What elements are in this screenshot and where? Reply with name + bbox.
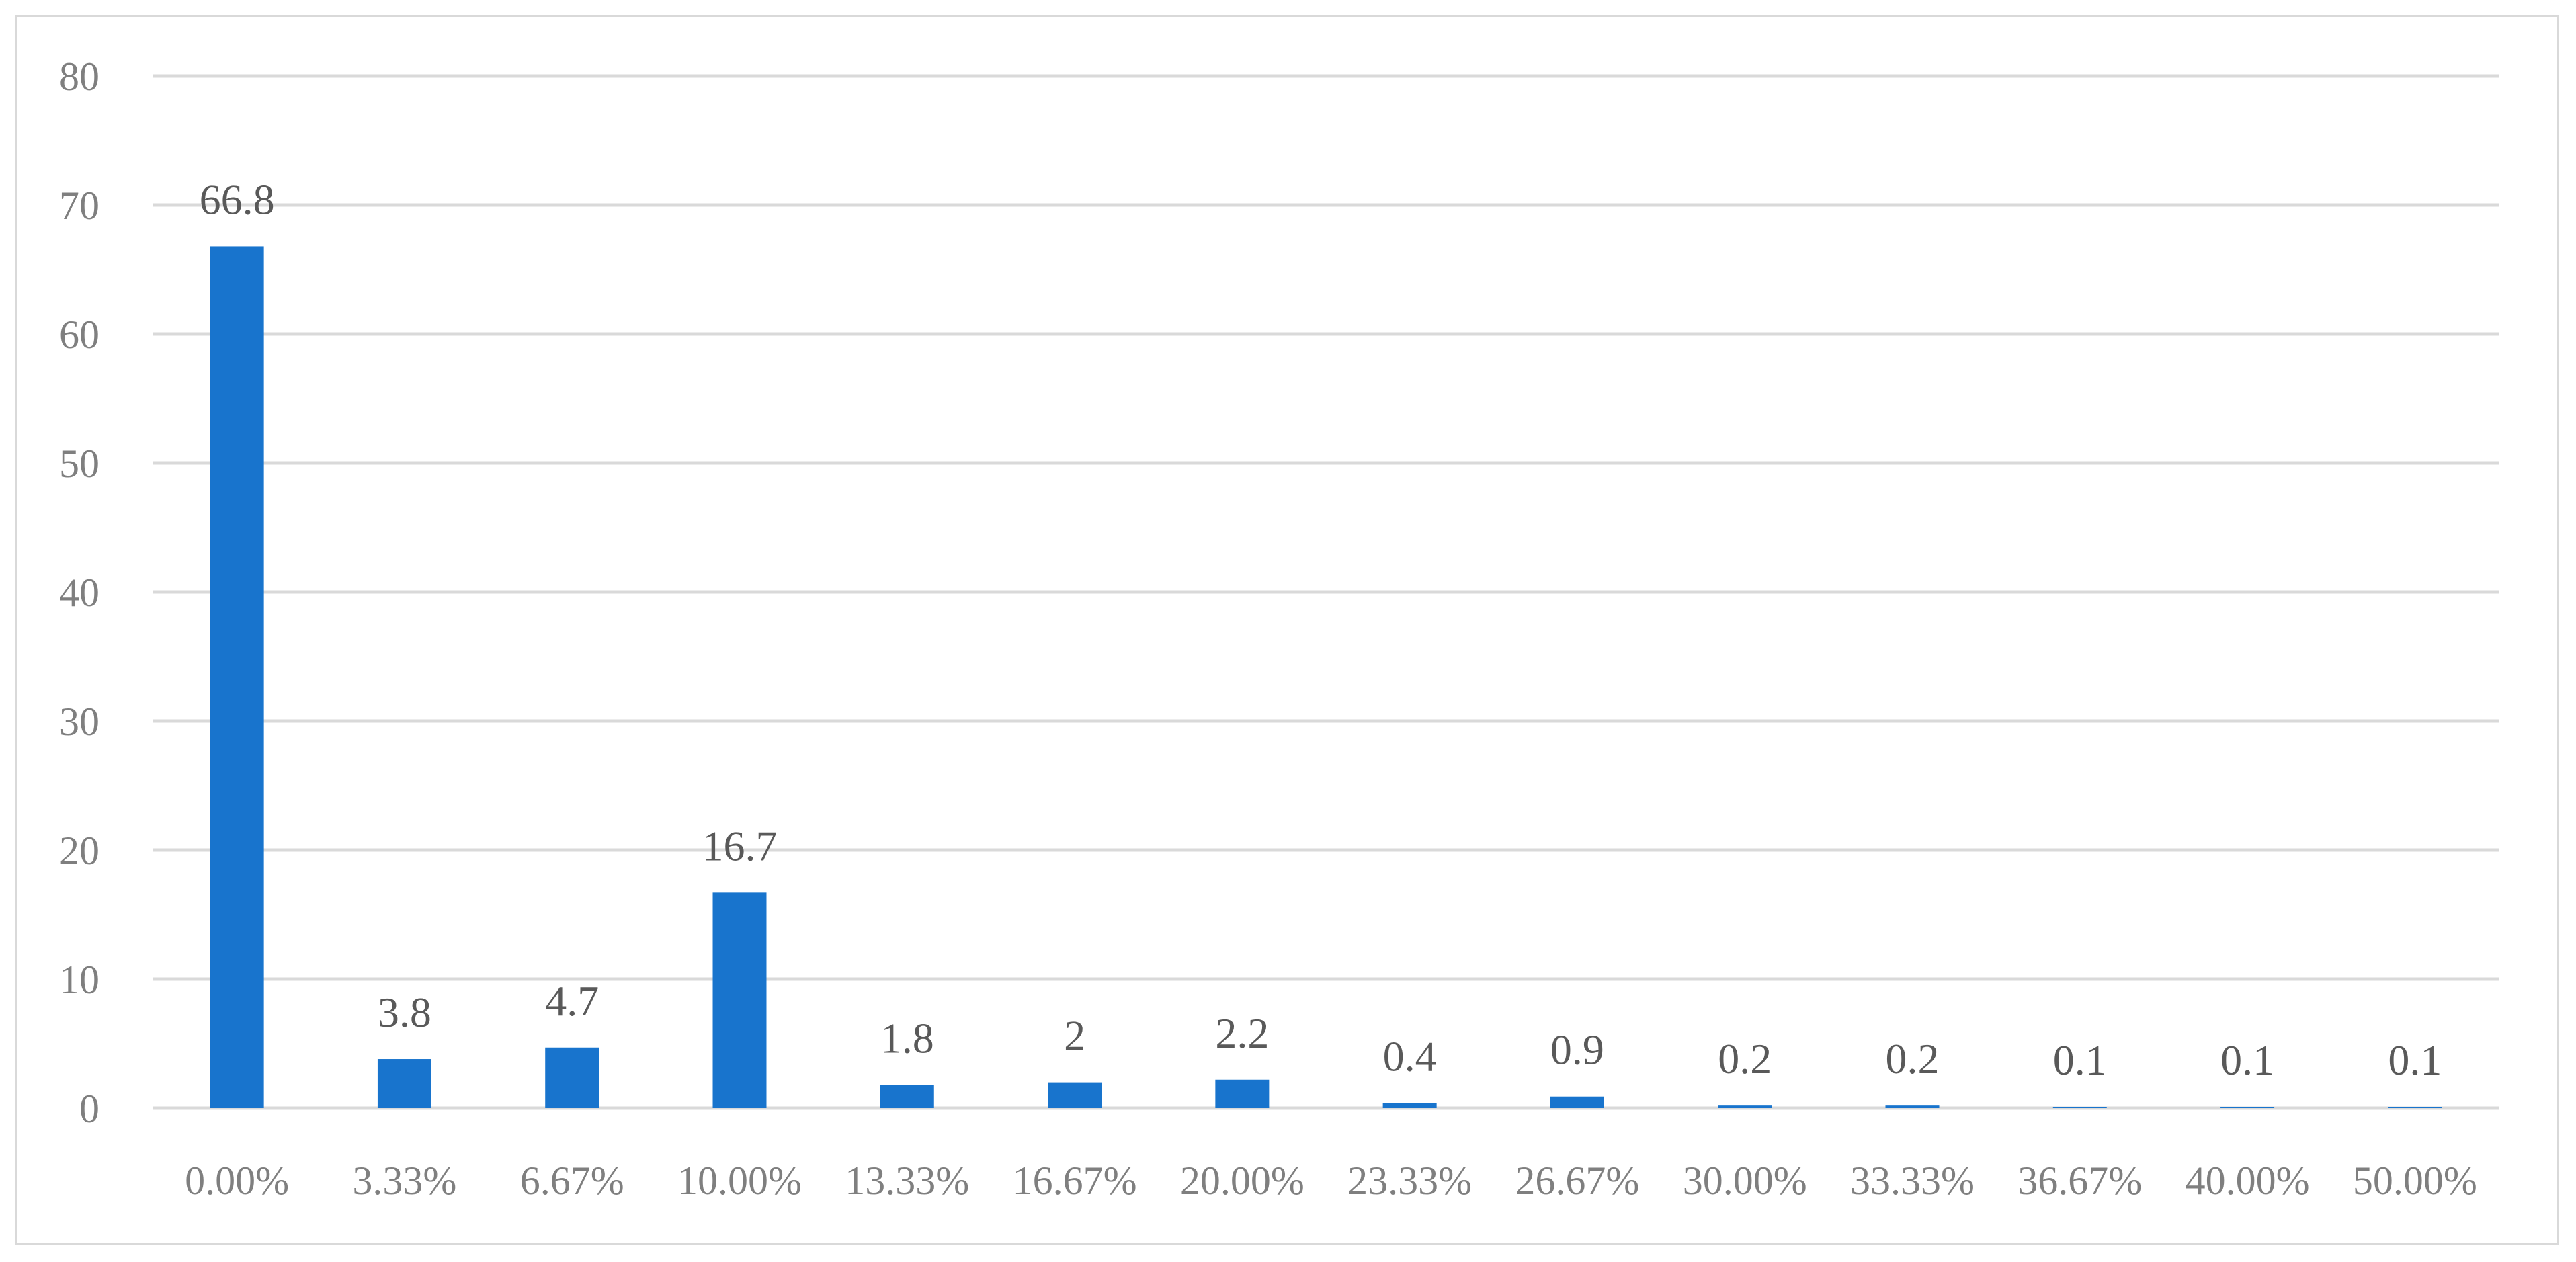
x-tick-label: 33.33%: [1850, 1159, 1975, 1203]
y-tick-label: 30: [59, 700, 99, 744]
x-tick-label: 23.33%: [1347, 1159, 1472, 1203]
data-labels: 66.8 3.8 4.7 16.7 1.8 2 2.2 0.4 0.9 0.2 0.2 0.1 0.1 0…: [200, 175, 2442, 1084]
bars: [210, 246, 2442, 1109]
chart-frame: [15, 15, 2559, 1245]
y-tick-label: 70: [59, 183, 99, 228]
data-label: 1.8: [880, 1014, 934, 1062]
y-tick-label: 0: [79, 1087, 99, 1131]
y-axis-ticks: 0 10 20 30 40 50 60 70 80: [59, 54, 99, 1131]
x-tick-label: 13.33%: [845, 1159, 969, 1203]
y-tick-label: 20: [59, 829, 99, 873]
x-tick-label: 6.67%: [520, 1159, 624, 1203]
data-label: 0.2: [1886, 1035, 1940, 1083]
data-label: 4.7: [545, 977, 599, 1025]
data-label: 0.9: [1550, 1026, 1604, 1074]
x-tick-label: 30.00%: [1683, 1159, 1807, 1203]
gridlines: [153, 74, 2499, 1110]
data-label: 16.7: [702, 822, 778, 870]
data-label: 0.2: [1718, 1035, 1772, 1083]
bar-36.67%: [2052, 1107, 2107, 1108]
x-axis-ticks: 0.00% 3.33% 6.67% 10.00% 13.33% 16.67% 20.00% 2…: [185, 1159, 2477, 1203]
y-tick-label: 80: [59, 54, 99, 99]
x-tick-label: 20.00%: [1180, 1159, 1304, 1203]
bar-3.33%: [377, 1059, 431, 1108]
data-label: 3.8: [378, 988, 431, 1036]
y-tick-label: 40: [59, 571, 99, 615]
y-tick-label: 10: [59, 958, 99, 1002]
bar-6.67%: [545, 1047, 599, 1108]
bar-23.33%: [1382, 1103, 1437, 1108]
x-tick-label: 50.00%: [2353, 1159, 2477, 1203]
bar-20.00%: [1215, 1079, 1270, 1108]
x-tick-label: 36.67%: [2018, 1159, 2142, 1203]
data-label: 2: [1064, 1012, 1085, 1060]
data-label: 2.2: [1215, 1009, 1269, 1057]
data-label: 0.1: [2220, 1036, 2274, 1084]
y-tick-label: 50: [59, 441, 99, 486]
bar-13.33%: [880, 1085, 934, 1108]
data-label: 0.1: [2053, 1036, 2107, 1084]
bar-10.00%: [712, 892, 767, 1108]
x-tick-label: 26.67%: [1515, 1159, 1639, 1203]
data-label: 0.4: [1383, 1032, 1437, 1080]
data-label: 0.1: [2388, 1036, 2442, 1084]
bar-26.67%: [1550, 1096, 1604, 1108]
bar-30.00%: [1718, 1105, 1772, 1108]
bar-33.33%: [1885, 1105, 1940, 1108]
bar-40.00%: [2220, 1107, 2275, 1108]
bar-16.67%: [1048, 1082, 1102, 1108]
y-tick-label: 60: [59, 312, 99, 357]
x-tick-label: 10.00%: [677, 1159, 802, 1203]
bar-0.00%: [210, 246, 264, 1109]
x-tick-label: 16.67%: [1013, 1159, 1137, 1203]
data-label: 66.8: [200, 175, 275, 223]
x-tick-label: 40.00%: [2186, 1159, 2310, 1203]
x-tick-label: 3.33%: [352, 1159, 456, 1203]
x-tick-label: 0.00%: [185, 1159, 289, 1203]
bar-50.00%: [2388, 1107, 2442, 1108]
